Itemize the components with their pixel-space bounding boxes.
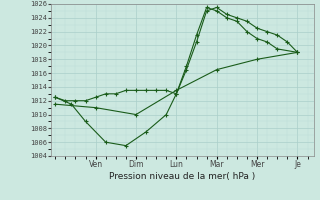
X-axis label: Pression niveau de la mer( hPa ): Pression niveau de la mer( hPa ) xyxy=(109,172,256,181)
